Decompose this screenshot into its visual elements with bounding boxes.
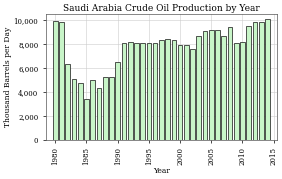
Bar: [215, 30, 220, 140]
Bar: [221, 35, 226, 140]
Bar: [253, 22, 257, 140]
Bar: [103, 78, 107, 140]
Bar: [234, 43, 239, 140]
Bar: [109, 78, 114, 140]
Bar: [153, 43, 157, 140]
Bar: [97, 88, 101, 140]
Bar: [165, 39, 170, 140]
Bar: [240, 42, 245, 140]
Bar: [78, 83, 83, 140]
Bar: [115, 62, 120, 140]
Bar: [259, 22, 263, 140]
Bar: [134, 43, 139, 140]
Bar: [228, 27, 232, 140]
Bar: [184, 45, 189, 140]
Bar: [72, 79, 76, 140]
Bar: [59, 22, 64, 140]
Bar: [84, 99, 89, 140]
Bar: [203, 31, 207, 140]
Bar: [128, 42, 133, 140]
Bar: [122, 43, 126, 140]
Bar: [190, 49, 195, 140]
Bar: [53, 21, 58, 140]
Bar: [246, 26, 251, 140]
Bar: [209, 30, 214, 140]
Bar: [265, 19, 270, 140]
Title: Saudi Arabia Crude Oil Production by Year: Saudi Arabia Crude Oil Production by Yea…: [63, 4, 260, 13]
X-axis label: Year: Year: [153, 167, 170, 175]
Bar: [140, 43, 145, 140]
Bar: [65, 64, 70, 140]
Bar: [178, 45, 182, 140]
Bar: [159, 40, 164, 140]
Y-axis label: Thousand Barrels per Day: Thousand Barrels per Day: [4, 27, 12, 127]
Bar: [171, 40, 176, 140]
Bar: [197, 35, 201, 140]
Bar: [147, 43, 151, 140]
Bar: [91, 80, 95, 140]
